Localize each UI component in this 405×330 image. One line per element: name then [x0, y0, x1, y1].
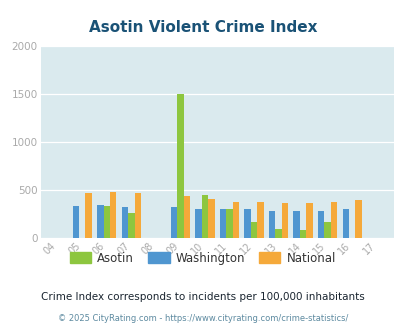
Text: Asotin Violent Crime Index: Asotin Violent Crime Index	[89, 20, 316, 35]
Text: © 2025 CityRating.com - https://www.cityrating.com/crime-statistics/: © 2025 CityRating.com - https://www.city…	[58, 314, 347, 323]
Bar	[171, 207, 177, 238]
Bar	[183, 196, 190, 238]
Legend: Asotin, Washington, National: Asotin, Washington, National	[65, 247, 340, 269]
Bar	[232, 202, 239, 238]
Bar	[330, 202, 336, 238]
Bar	[201, 194, 208, 238]
Bar	[134, 193, 141, 238]
Bar	[354, 200, 361, 238]
Bar	[317, 211, 324, 238]
Bar	[72, 206, 79, 238]
Bar	[293, 211, 299, 238]
Bar	[128, 213, 134, 238]
Bar	[275, 229, 281, 238]
Bar	[122, 208, 128, 238]
Bar	[342, 209, 348, 238]
Bar	[85, 193, 92, 238]
Bar	[281, 203, 288, 238]
Bar	[177, 94, 183, 238]
Bar	[324, 222, 330, 238]
Text: Crime Index corresponds to incidents per 100,000 inhabitants: Crime Index corresponds to incidents per…	[41, 292, 364, 302]
Bar	[110, 192, 116, 238]
Bar	[220, 209, 226, 238]
Bar	[299, 230, 305, 238]
Bar	[97, 205, 103, 238]
Bar	[226, 209, 232, 238]
Bar	[195, 209, 201, 238]
Bar	[250, 222, 256, 238]
Bar	[305, 203, 312, 238]
Bar	[244, 209, 250, 238]
Bar	[208, 199, 214, 238]
Bar	[256, 202, 263, 238]
Bar	[268, 211, 275, 238]
Bar	[103, 206, 110, 238]
